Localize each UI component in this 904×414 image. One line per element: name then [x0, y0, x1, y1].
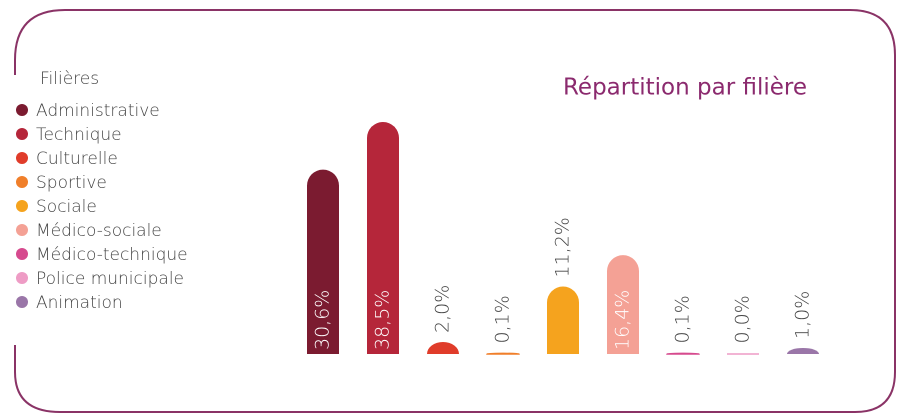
- bar: [486, 352, 520, 355]
- legend-item: Administrative: [36, 101, 160, 121]
- legend-item: Police municipale: [36, 269, 184, 289]
- legend-dot: [16, 224, 28, 236]
- frame: [14, 9, 896, 413]
- legend-item: Sportive: [36, 173, 107, 193]
- legend-item: Technique: [36, 125, 122, 145]
- value-label: 0,0%: [732, 295, 754, 343]
- bar: [787, 347, 819, 354]
- legend-dot: [16, 128, 28, 140]
- value-label: 0,1%: [672, 295, 694, 343]
- value-label: 30,6%: [312, 290, 334, 350]
- value-label: 0,1%: [492, 295, 514, 343]
- legend-dot: [16, 248, 28, 260]
- value-label: 16,4%: [612, 290, 634, 350]
- value-label: 1,0%: [792, 291, 814, 339]
- legend-item: Animation: [36, 293, 123, 313]
- legend-item: Culturelle: [36, 149, 118, 169]
- bar: [607, 255, 639, 354]
- legend-item: Médico-sociale: [36, 221, 162, 241]
- legend-dot: [16, 176, 28, 188]
- legend-dot: [16, 104, 28, 116]
- value-label: 2,0%: [432, 285, 454, 333]
- legend-item: Médico-technique: [36, 245, 188, 265]
- value-label: 11,2%: [552, 217, 574, 277]
- legend-dot: [16, 272, 28, 284]
- legend-dot: [16, 296, 28, 308]
- legend-dot: [16, 152, 28, 164]
- value-label: 38,5%: [372, 290, 394, 350]
- bar: [547, 286, 579, 354]
- chart-title: Répartition par filière: [563, 75, 807, 101]
- legend-title: Filières: [40, 69, 99, 89]
- bar: [427, 341, 459, 354]
- bar: [666, 352, 700, 355]
- bar: [367, 122, 399, 354]
- legend-item: Sociale: [36, 197, 97, 217]
- bar: [307, 169, 339, 354]
- legend-dot: [16, 200, 28, 212]
